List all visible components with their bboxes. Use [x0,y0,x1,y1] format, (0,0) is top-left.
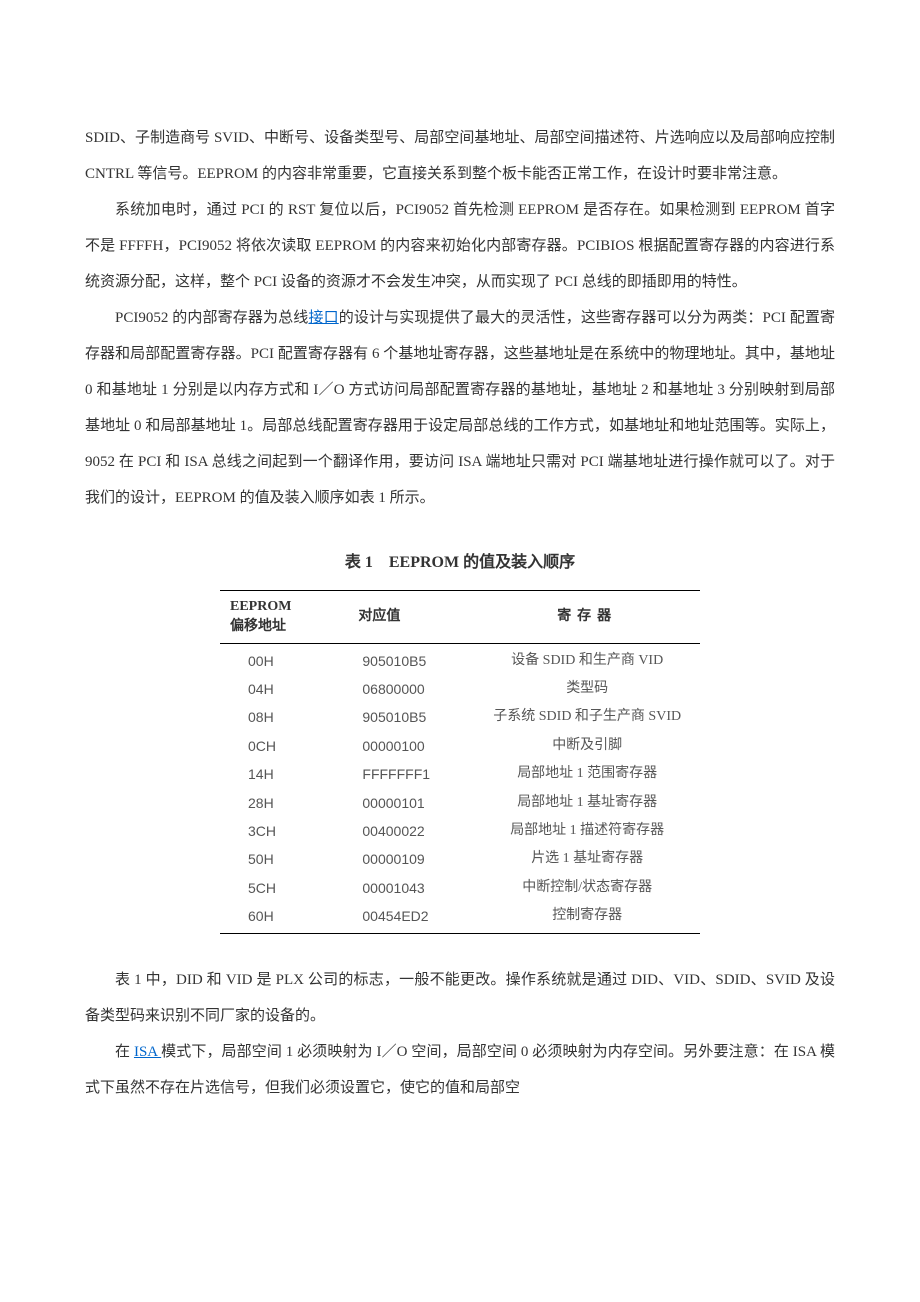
p3-text-b: 的设计与实现提供了最大的灵活性，这些寄存器可以分为两类：PCI 配置寄存器和局部… [85,310,835,506]
link-isa[interactable]: ISA [134,1044,161,1060]
table-row: 0CH00000100中断及引脚 [220,732,700,760]
paragraph-1: SDID、子制造商号 SVID、中断号、设备类型号、局部空间基地址、局部空间描述… [85,120,835,192]
cell-value: 00000109 [354,845,474,873]
eeprom-table-wrapper: 表 1 EEPROM 的值及装入顺序 EEPROM 偏移地址 对应值 寄存器 0… [220,544,700,934]
cell-value: 00001043 [354,874,474,902]
cell-register: 控制寄存器 [474,902,700,934]
cell-register: 子系统 SDID 和子生产商 SVID [474,703,700,731]
table-row: 50H00000109片选 1 基址寄存器 [220,845,700,873]
table-row: 5CH00001043中断控制/状态寄存器 [220,874,700,902]
cell-register: 中断控制/状态寄存器 [474,874,700,902]
cell-offset: 50H [220,845,354,873]
cell-offset: 3CH [220,817,354,845]
header-col1-line2: 偏移地址 [230,619,286,634]
table-row: 60H00454ED2控制寄存器 [220,902,700,934]
table-row: 00H905010B5设备 SDID 和生产商 VID [220,643,700,675]
cell-register: 类型码 [474,675,700,703]
eeprom-table: EEPROM 偏移地址 对应值 寄存器 00H905010B5设备 SDID 和… [220,590,700,934]
table-row: 14HFFFFFFF1局部地址 1 范围寄存器 [220,760,700,788]
table-title: 表 1 EEPROM 的值及装入顺序 [220,544,700,582]
paragraph-3: PCI9052 的内部寄存器为总线接口的设计与实现提供了最大的灵活性，这些寄存器… [85,300,835,516]
cell-offset: 00H [220,643,354,675]
cell-register: 局部地址 1 范围寄存器 [474,760,700,788]
paragraph-5: 在 ISA 模式下，局部空间 1 必须映射为 I／O 空间，局部空间 0 必须映… [85,1034,835,1106]
cell-value: 00000101 [354,789,474,817]
cell-offset: 60H [220,902,354,934]
table-row: 3CH00400022局部地址 1 描述符寄存器 [220,817,700,845]
table-row: 28H00000101局部地址 1 基址寄存器 [220,789,700,817]
table-header-register: 寄存器 [474,591,700,643]
cell-offset: 5CH [220,874,354,902]
cell-offset: 14H [220,760,354,788]
table-header-offset: EEPROM 偏移地址 [220,591,354,643]
cell-value: 905010B5 [354,703,474,731]
cell-value: 00454ED2 [354,902,474,934]
cell-value: FFFFFFF1 [354,760,474,788]
cell-value: 00400022 [354,817,474,845]
cell-value: 00000100 [354,732,474,760]
paragraph-2: 系统加电时，通过 PCI 的 RST 复位以后，PCI9052 首先检测 EEP… [85,192,835,300]
cell-offset: 0CH [220,732,354,760]
p5-text-a: 在 [115,1044,134,1060]
table-row: 08H905010B5子系统 SDID 和子生产商 SVID [220,703,700,731]
cell-register: 设备 SDID 和生产商 VID [474,643,700,675]
paragraph-4: 表 1 中，DID 和 VID 是 PLX 公司的标志，一般不能更改。操作系统就… [85,962,835,1034]
table-header-row: EEPROM 偏移地址 对应值 寄存器 [220,591,700,643]
cell-register: 片选 1 基址寄存器 [474,845,700,873]
cell-register: 局部地址 1 描述符寄存器 [474,817,700,845]
link-jiekou[interactable]: 接口 [308,310,338,326]
p3-text-a: PCI9052 的内部寄存器为总线 [115,310,308,326]
cell-offset: 08H [220,703,354,731]
p5-text-b: 模式下，局部空间 1 必须映射为 I／O 空间，局部空间 0 必须映射为内存空间… [85,1044,835,1096]
cell-offset: 04H [220,675,354,703]
table-row: 04H06800000类型码 [220,675,700,703]
cell-register: 中断及引脚 [474,732,700,760]
cell-value: 06800000 [354,675,474,703]
table-header-value: 对应值 [354,591,474,643]
cell-value: 905010B5 [354,643,474,675]
header-col1-line1: EEPROM [230,599,291,614]
cell-register: 局部地址 1 基址寄存器 [474,789,700,817]
cell-offset: 28H [220,789,354,817]
